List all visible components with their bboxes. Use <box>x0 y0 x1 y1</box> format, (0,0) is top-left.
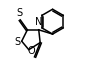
Text: N: N <box>35 17 43 27</box>
Text: S: S <box>17 8 23 18</box>
Text: S: S <box>14 37 20 47</box>
Text: O: O <box>28 46 35 56</box>
